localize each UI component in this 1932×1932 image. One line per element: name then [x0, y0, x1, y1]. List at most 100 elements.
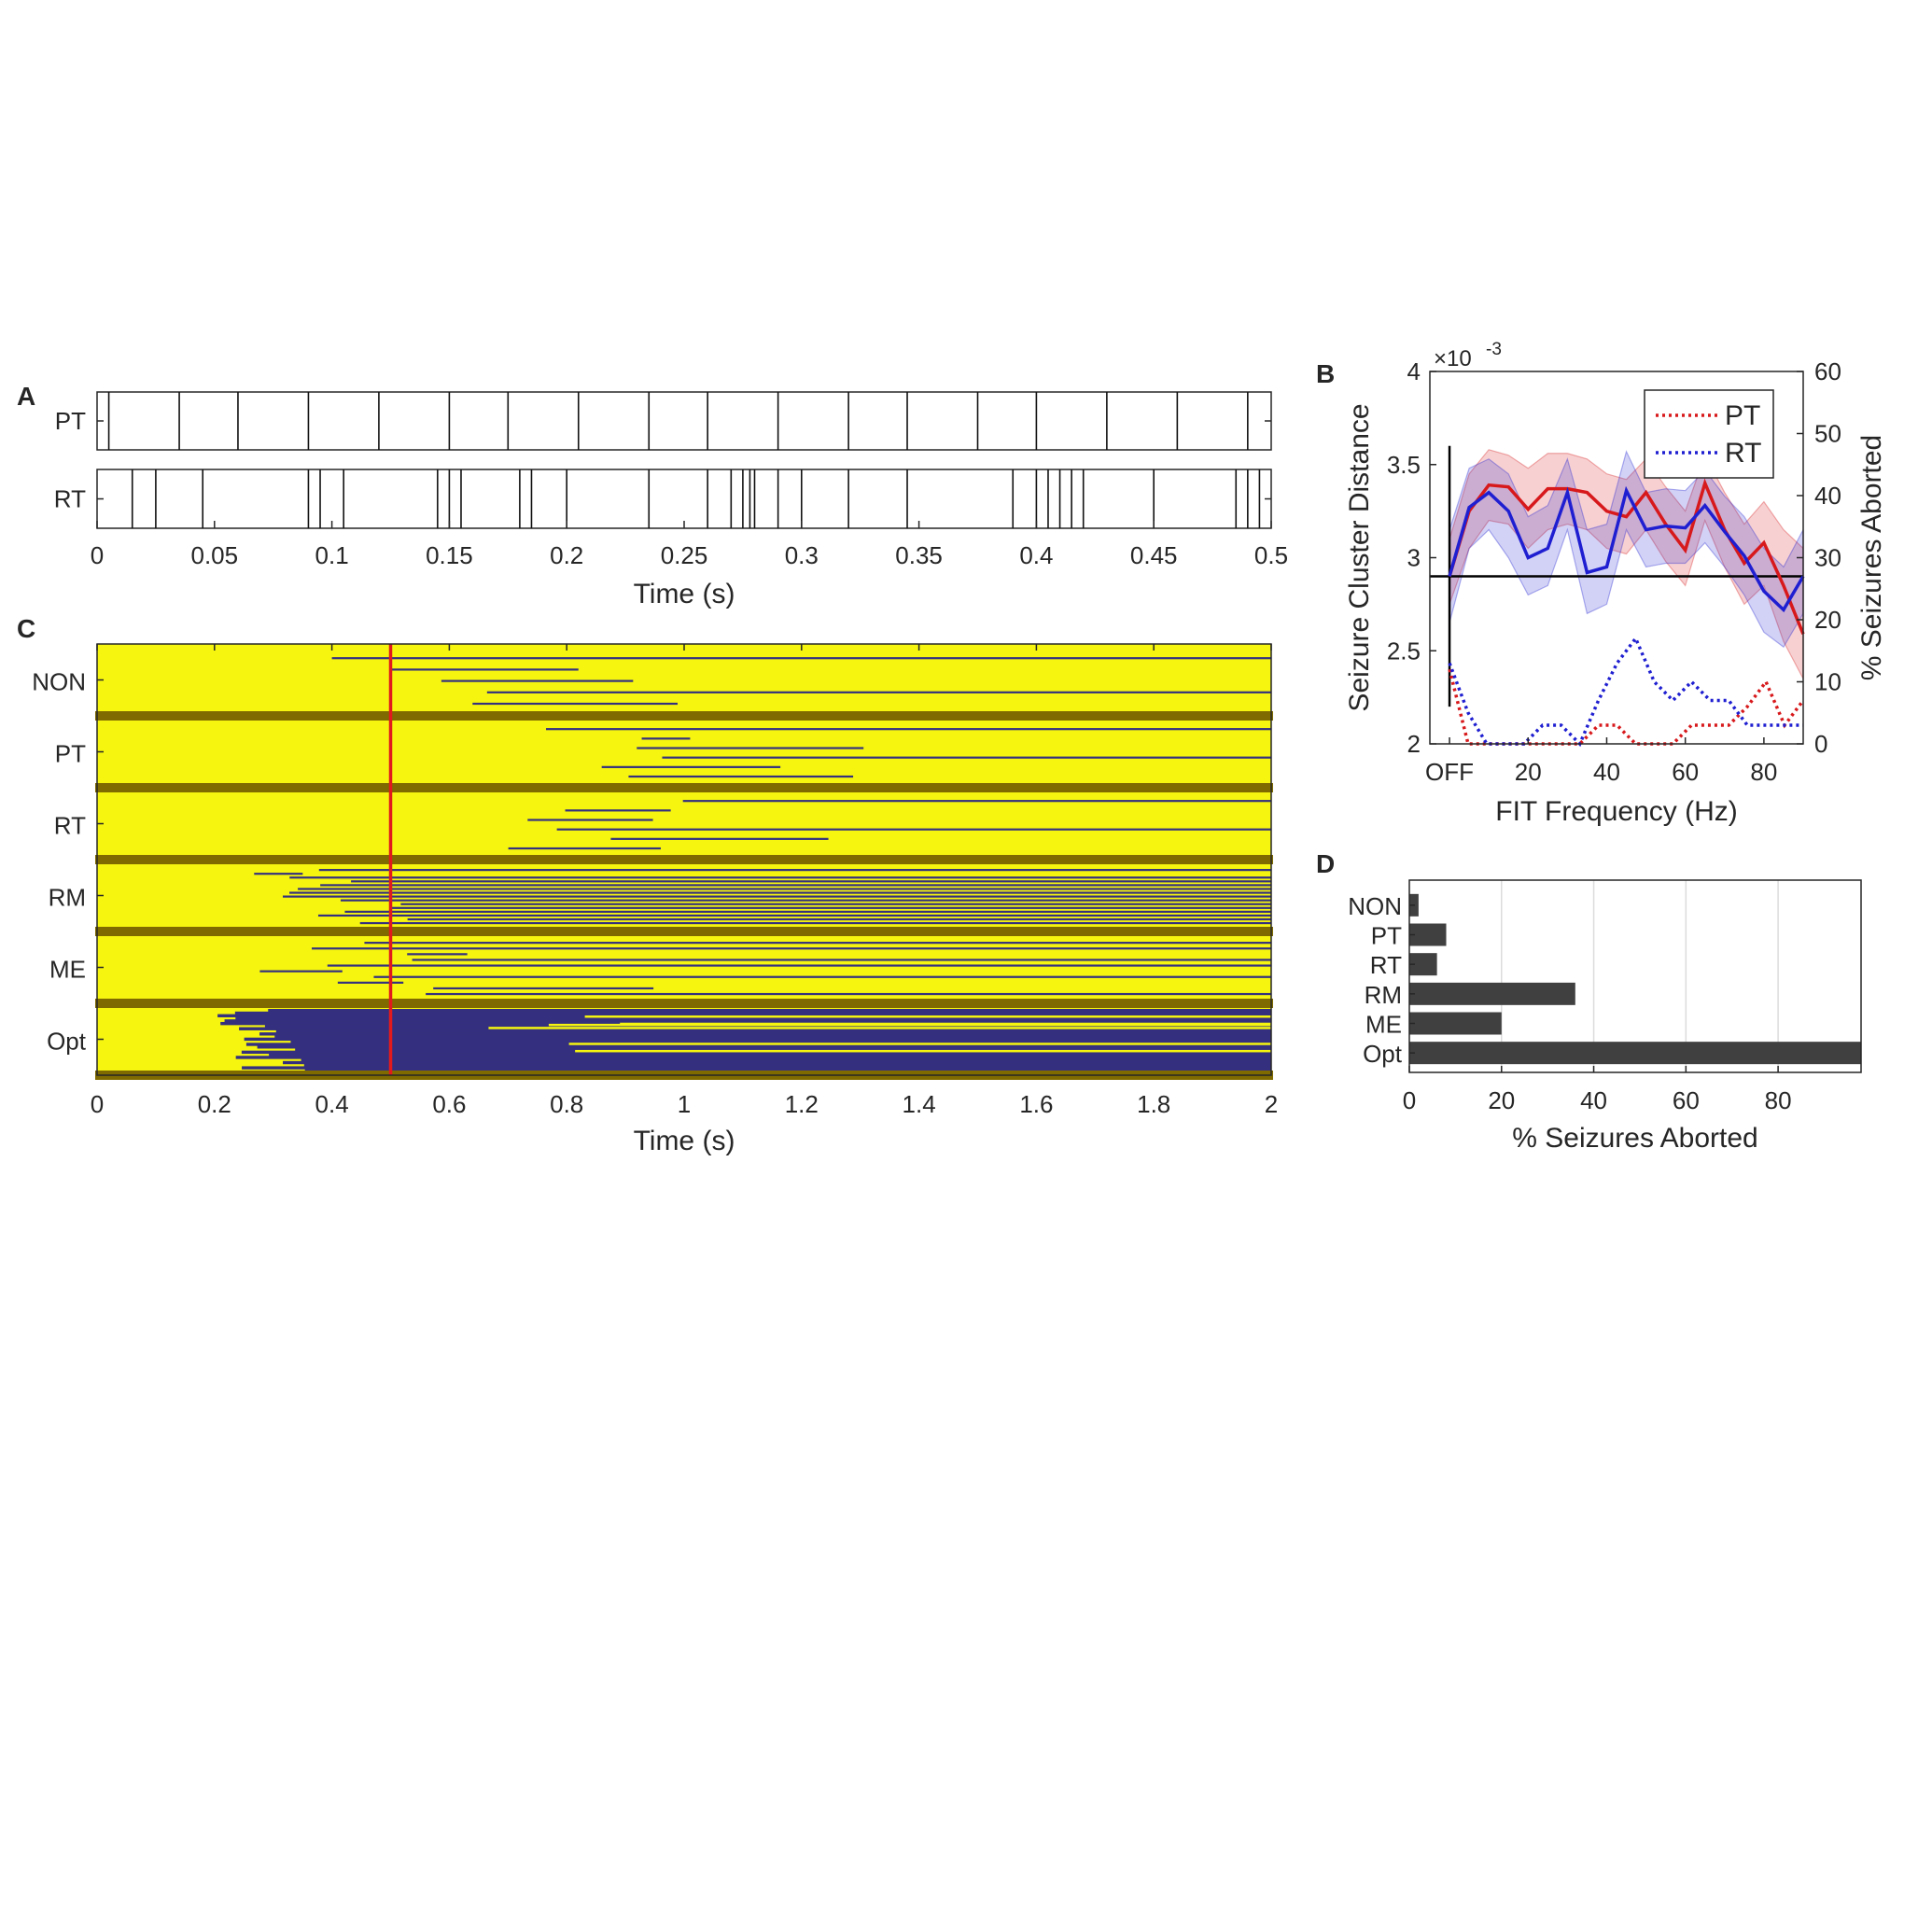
x-tick-label: 2 — [1265, 1090, 1278, 1118]
mean-line-rt — [1448, 485, 1805, 613]
y-tick-label: 2.5 — [1387, 637, 1421, 665]
group-label: ME — [49, 956, 86, 984]
x-tick-label: 0.8 — [550, 1090, 583, 1118]
aborted-trace-me — [433, 987, 654, 990]
aborted-trace-non — [472, 702, 678, 706]
y2-axis-label: % Seizures Aborted — [1856, 435, 1887, 680]
x-tick-label: 0.4 — [1019, 541, 1053, 569]
aborted-trace-rm — [351, 880, 1272, 883]
pulse-row-label: PT — [55, 407, 86, 435]
aborted-trace-rm — [320, 884, 1272, 887]
y2-tick-label: 30 — [1814, 544, 1841, 572]
aborted-trace-rm — [283, 895, 1272, 898]
y-tick-label: 4 — [1407, 357, 1421, 385]
aborted-trace-non — [441, 679, 634, 682]
pulse-row-frame-pt — [96, 391, 1272, 451]
x-tick-label: 80 — [1750, 758, 1777, 786]
group-label: PT — [55, 740, 86, 768]
aborted-trace-rt — [610, 837, 829, 840]
panel-a-pulse-trains: PT RT0 0.05 0.1 0.15 0.2 0.25 0.3 0.35 0.4 0.45 0.5… — [54, 391, 1288, 609]
seizure-row-opt — [548, 1023, 1271, 1027]
aborted-trace-pt — [662, 756, 1271, 759]
aborted-trace-rm — [318, 869, 1271, 872]
aborted-row-opt — [290, 1040, 1271, 1043]
aborted-trace-non — [391, 668, 579, 671]
aborted-trace-pt — [641, 737, 691, 740]
x-axis-label: FIT Frequency (Hz) — [1495, 796, 1738, 827]
aborted-trace-rm — [298, 888, 1271, 890]
legend-box — [1644, 389, 1774, 479]
aborted-trace-rt — [508, 847, 661, 850]
aborted-trace-rm — [289, 891, 1271, 894]
y2-tick-label: 10 — [1814, 668, 1841, 696]
x-tick-label: 0.1 — [315, 541, 349, 569]
y-axis-label: Seizure Cluster Distance — [1344, 403, 1375, 711]
x-tick-label: 40 — [1580, 1086, 1607, 1114]
y2-tick-label: 0 — [1814, 730, 1827, 758]
group-separator — [95, 711, 1273, 721]
y2-tick-label: 60 — [1814, 357, 1841, 385]
aborted-trace-non — [331, 657, 1271, 660]
x-tick-label: 1.8 — [1137, 1090, 1170, 1118]
x-tick-label: 1.2 — [785, 1090, 819, 1118]
aborted-row-opt — [224, 1019, 1271, 1023]
aborted-trace-rm — [344, 910, 1271, 913]
bar-rm — [1409, 982, 1575, 1005]
x-tick-label: 1 — [678, 1090, 691, 1118]
aborted-trace-rt — [556, 828, 1271, 831]
aborted-trace-pt — [637, 747, 864, 749]
x-tick-label: 1.6 — [1019, 1090, 1053, 1118]
aborted-trace-me — [327, 964, 1272, 967]
seizure-row-opt — [568, 1043, 1271, 1045]
x-tick-label: 0.6 — [432, 1090, 466, 1118]
aborted-trace-rm — [359, 921, 1271, 925]
x-tick-label: 0.2 — [198, 1090, 231, 1118]
aborted-trace-rm — [400, 903, 1271, 905]
seizure-row-opt — [488, 1027, 1271, 1029]
aborted-row-opt — [242, 1066, 1271, 1070]
x-axis-label: Time (s) — [634, 1126, 735, 1156]
seizure-row-opt — [575, 1049, 1271, 1053]
aborted-trace-me — [412, 959, 1271, 961]
aborted-trace-pt — [601, 765, 781, 768]
aborted-trace-rm — [289, 876, 1271, 879]
panel-c-seizure-raster: NON PT RT RM ME Opt 0 0.2 0.4 0.6 0.8 1 1.2 1.4 1.6 1.8… — [32, 643, 1278, 1156]
aborted-trace-rm — [340, 899, 1272, 902]
aborted-trace-rt — [527, 819, 653, 821]
aborted-trace-rt — [565, 809, 671, 812]
aborted-row-opt — [274, 1034, 1271, 1039]
legend-label-pt: PT — [1725, 400, 1760, 431]
aborted-trace-rm — [407, 917, 1271, 921]
category-label: Opt — [1363, 1040, 1403, 1068]
y2-tick-label: 50 — [1814, 420, 1841, 448]
panel-label-a: A — [17, 382, 35, 411]
panel-label-b: B — [1316, 359, 1335, 388]
y-tick-label: 2 — [1407, 730, 1421, 758]
aborted-row-opt — [301, 1058, 1272, 1062]
group-label: NON — [32, 668, 86, 696]
pulse-row-label: RT — [54, 485, 86, 513]
aborted-trace-non — [486, 691, 1271, 693]
x-axis-label: Time (s) — [634, 579, 735, 609]
panel-label-d: D — [1316, 849, 1335, 878]
category-label: ME — [1365, 1011, 1402, 1039]
x-tick-label: OFF — [1425, 758, 1474, 786]
bar-me — [1409, 1012, 1502, 1035]
aborted-trace-rm — [254, 873, 303, 875]
aborted-row-opt — [235, 1056, 1271, 1059]
aborted-row-opt — [303, 1063, 1272, 1068]
category-label: PT — [1371, 922, 1402, 950]
mean-line-pt — [1448, 478, 1805, 635]
x-tick-label: 0.25 — [661, 541, 708, 569]
group-separator — [95, 855, 1273, 864]
aborted-row-opt — [304, 1069, 1272, 1072]
aborted-trace-me — [259, 970, 343, 973]
x-tick-label: 20 — [1515, 758, 1542, 786]
group-label: RM — [49, 884, 86, 912]
x-tick-label: 0.3 — [785, 541, 819, 569]
aborted-row-opt — [244, 1037, 1271, 1042]
aborted-row-opt — [235, 1016, 1272, 1020]
aborted-row-opt — [269, 1053, 1272, 1057]
